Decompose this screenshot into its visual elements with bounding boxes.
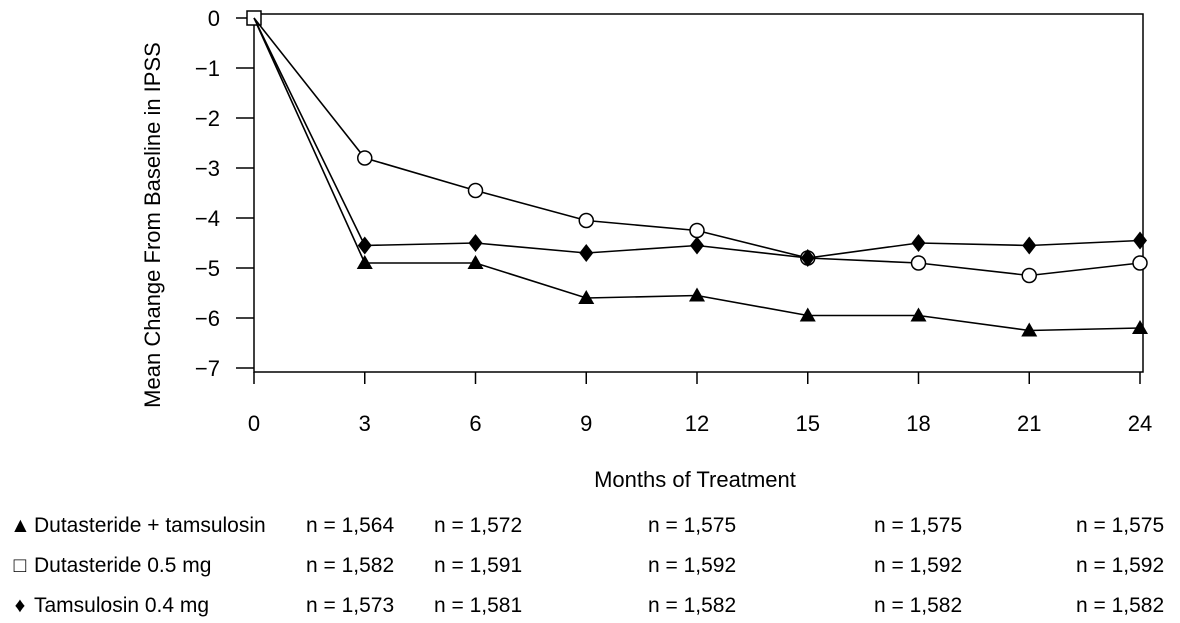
legend-label: Dutasteride + tamsulosin bbox=[34, 514, 266, 537]
diamond-icon: ♦ bbox=[14, 594, 26, 617]
diamond-point bbox=[1133, 231, 1147, 250]
triangle-point bbox=[356, 255, 373, 269]
legend-count-month-24: n = 1,575 bbox=[1076, 514, 1165, 537]
legend-count-month-0: n = 1,564 bbox=[306, 514, 395, 537]
series-diamond bbox=[253, 17, 1147, 267]
legend-count-month-3: n = 1,591 bbox=[434, 554, 523, 577]
legend-count-month-0: n = 1,582 bbox=[306, 554, 395, 577]
legend-count-month-18: n = 1,592 bbox=[874, 554, 963, 577]
legend-count-month-18: n = 1,582 bbox=[874, 594, 963, 617]
triangle-point bbox=[799, 307, 816, 322]
diamond-point bbox=[800, 249, 815, 267]
circle-point bbox=[578, 212, 594, 229]
triangle-point bbox=[1021, 322, 1038, 337]
square-open-icon: □ bbox=[13, 554, 27, 577]
legend-label: Tamsulosin 0.4 mg bbox=[34, 594, 210, 617]
x-axis-title: Months of Treatment bbox=[594, 467, 796, 492]
circle-point bbox=[689, 222, 705, 239]
y-tick-label: −4 bbox=[195, 206, 220, 231]
y-axis-title: Mean Change From Baseline in IPSS bbox=[140, 42, 165, 408]
x-tick-label: 0 bbox=[248, 411, 260, 436]
circle-point bbox=[467, 182, 484, 199]
legend-count-month-3: n = 1,572 bbox=[434, 514, 523, 537]
circle-point bbox=[357, 150, 373, 166]
y-tick-label: 0 bbox=[208, 6, 220, 31]
series-lines bbox=[246, 10, 1148, 337]
circle-point bbox=[910, 255, 927, 271]
y-tick-label: −3 bbox=[195, 156, 220, 181]
legend-count-month-3: n = 1,581 bbox=[434, 594, 523, 617]
x-tick-label: 6 bbox=[469, 411, 481, 436]
x-tick-label: 12 bbox=[685, 411, 709, 436]
y-tick-label: −7 bbox=[195, 356, 220, 381]
circle-point bbox=[1132, 255, 1148, 271]
diamond-point bbox=[357, 236, 372, 255]
legend-count-month-0: n = 1,573 bbox=[306, 594, 395, 617]
legend-count-month-18: n = 1,575 bbox=[874, 514, 963, 537]
x-tick-label: 15 bbox=[796, 411, 820, 436]
x-tick-label: 9 bbox=[580, 411, 592, 436]
line-chart: 0 −1 −2 −3 −4 −5 −6 −7 0 3 6 9 12 15 18 21 24 Months of … bbox=[140, 6, 1152, 492]
y-tick-label: −6 bbox=[195, 306, 220, 331]
series-line bbox=[253, 17, 1141, 332]
legend-count-month-24: n = 1,582 bbox=[1076, 594, 1165, 617]
triangle-point bbox=[689, 287, 705, 302]
legend-count-month-24: n = 1,592 bbox=[1076, 554, 1165, 577]
triangle-point bbox=[1132, 320, 1148, 334]
diamond-point bbox=[1022, 236, 1037, 255]
legend-row-combination: ▲ Dutasteride + tamsulosin n = 1,564 n =… bbox=[10, 512, 1180, 540]
series-triangle bbox=[246, 10, 1148, 337]
x-tick-label: 18 bbox=[906, 411, 930, 436]
y-tick-label: −5 bbox=[195, 256, 220, 281]
x-tick-label: 24 bbox=[1128, 411, 1152, 436]
legend-count-month-12: n = 1,592 bbox=[648, 554, 737, 577]
diamond-point bbox=[579, 244, 594, 262]
legend-count-month-12: n = 1,575 bbox=[648, 514, 737, 537]
diamond-point bbox=[468, 234, 483, 252]
triangle-point bbox=[578, 290, 595, 304]
plot-frame bbox=[253, 13, 1144, 373]
legend-row-tamsulosin: ♦ Tamsulosin 0.4 mg n = 1,573 n = 1,581 … bbox=[10, 592, 1180, 620]
diamond-point bbox=[690, 236, 704, 255]
x-tick-label: 21 bbox=[1017, 411, 1041, 436]
circle-point bbox=[1021, 267, 1037, 284]
series-line bbox=[253, 17, 1141, 259]
legend-count-month-12: n = 1,582 bbox=[648, 594, 737, 617]
triangle-icon: ▲ bbox=[10, 514, 31, 537]
legend-row-dutasteride: □ Dutasteride 0.5 mg n = 1,582 n = 1,591… bbox=[10, 552, 1180, 580]
triangle-point bbox=[467, 255, 484, 269]
y-tick-label: −2 bbox=[195, 106, 220, 131]
axes: 0 −1 −2 −3 −4 −5 −6 −7 0 3 6 9 12 15 18 21 24 bbox=[195, 6, 1152, 436]
y-tick-label: −1 bbox=[195, 56, 220, 81]
diamond-point bbox=[911, 234, 926, 252]
legend-label: Dutasteride 0.5 mg bbox=[34, 554, 212, 577]
x-tick-label: 3 bbox=[359, 411, 371, 436]
triangle-point bbox=[910, 307, 927, 322]
